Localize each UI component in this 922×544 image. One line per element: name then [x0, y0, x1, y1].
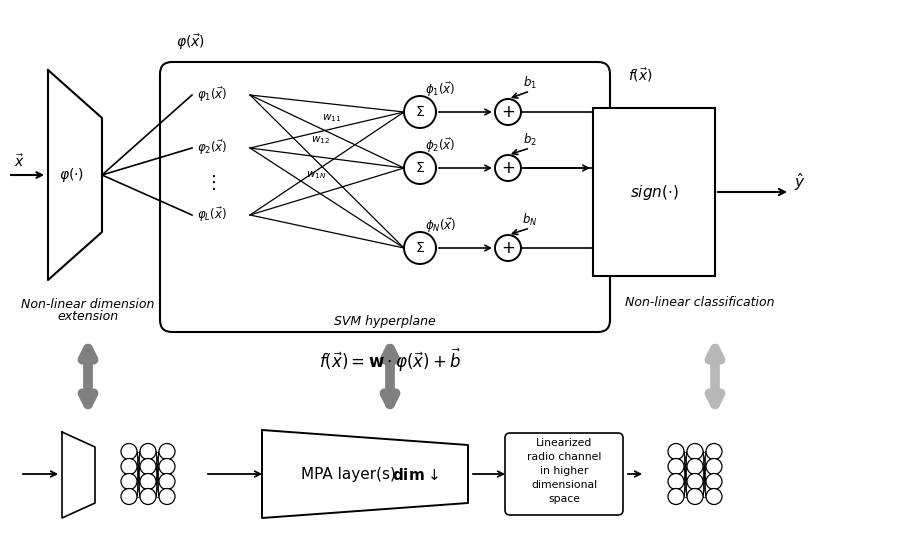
Circle shape: [140, 473, 156, 490]
Text: $\varphi(\cdot)$: $\varphi(\cdot)$: [59, 166, 85, 184]
Text: +: +: [501, 159, 515, 177]
Circle shape: [140, 489, 156, 504]
Circle shape: [159, 473, 175, 490]
Circle shape: [706, 443, 722, 460]
Bar: [593, 108, 715, 276]
Text: in higher: in higher: [539, 466, 588, 476]
Circle shape: [159, 489, 175, 504]
Circle shape: [668, 443, 684, 460]
Text: $sign(\cdot)$: $sign(\cdot)$: [630, 182, 679, 201]
Circle shape: [495, 155, 521, 181]
Text: dimensional: dimensional: [531, 480, 597, 490]
Circle shape: [140, 443, 156, 460]
Circle shape: [121, 473, 137, 490]
Text: Non-linear classification: Non-linear classification: [625, 295, 774, 308]
Text: $\phi_2(\vec{x})$: $\phi_2(\vec{x})$: [425, 137, 455, 155]
Circle shape: [404, 96, 436, 128]
Text: $f(\vec{x})$: $f(\vec{x})$: [628, 66, 653, 84]
Circle shape: [668, 459, 684, 474]
Circle shape: [121, 459, 137, 474]
Circle shape: [687, 473, 703, 490]
Text: $\varphi_L(\vec{x})$: $\varphi_L(\vec{x})$: [197, 206, 227, 224]
Text: $\Sigma$: $\Sigma$: [415, 105, 425, 119]
Circle shape: [668, 473, 684, 490]
Text: Non-linear dimension: Non-linear dimension: [21, 298, 155, 311]
Text: Linearized: Linearized: [536, 438, 592, 448]
Text: MPA layer(s): MPA layer(s): [301, 467, 396, 483]
Text: $\hat{y}$: $\hat{y}$: [794, 171, 806, 193]
FancyBboxPatch shape: [160, 62, 610, 332]
Text: $f(\vec{x}) = \mathbf{w} \cdot \varphi(\vec{x}) + \vec{b}$: $f(\vec{x}) = \mathbf{w} \cdot \varphi(\…: [319, 346, 461, 374]
Circle shape: [404, 152, 436, 184]
Text: SVM hyperplane: SVM hyperplane: [334, 316, 436, 329]
Text: $b_2$: $b_2$: [523, 132, 537, 148]
Polygon shape: [48, 70, 102, 280]
Circle shape: [159, 443, 175, 460]
Text: $w_{11}$: $w_{11}$: [323, 112, 341, 124]
Circle shape: [495, 99, 521, 125]
Text: $\varphi_2(\vec{x})$: $\varphi_2(\vec{x})$: [197, 139, 228, 157]
Text: $\varphi_1(\vec{x})$: $\varphi_1(\vec{x})$: [197, 86, 228, 104]
Text: $\mathbf{dim}{\downarrow}$: $\mathbf{dim}{\downarrow}$: [392, 467, 438, 483]
Text: $b_N$: $b_N$: [522, 212, 538, 228]
Text: $b_1$: $b_1$: [523, 75, 537, 91]
Circle shape: [404, 232, 436, 264]
Polygon shape: [62, 432, 95, 518]
Text: $w_{12}$: $w_{12}$: [311, 134, 329, 146]
Text: $\phi_1(\vec{x})$: $\phi_1(\vec{x})$: [425, 81, 455, 99]
Text: extension: extension: [57, 311, 119, 324]
Circle shape: [706, 473, 722, 490]
Circle shape: [668, 489, 684, 504]
Circle shape: [706, 459, 722, 474]
Text: $\vec{x}$: $\vec{x}$: [14, 154, 24, 170]
Circle shape: [121, 489, 137, 504]
Circle shape: [687, 489, 703, 504]
Circle shape: [706, 489, 722, 504]
Text: radio channel: radio channel: [526, 452, 601, 462]
Text: $w_{1N}$: $w_{1N}$: [306, 169, 326, 181]
Circle shape: [140, 459, 156, 474]
Circle shape: [495, 235, 521, 261]
Circle shape: [159, 459, 175, 474]
Text: $\Sigma$: $\Sigma$: [415, 161, 425, 175]
Text: $\phi_N(\vec{x})$: $\phi_N(\vec{x})$: [425, 217, 456, 235]
FancyBboxPatch shape: [505, 433, 623, 515]
Text: +: +: [501, 239, 515, 257]
Text: space: space: [548, 494, 580, 504]
Text: $\varphi(\vec{x})$: $\varphi(\vec{x})$: [175, 32, 205, 52]
Text: +: +: [501, 103, 515, 121]
Polygon shape: [262, 430, 468, 518]
Circle shape: [687, 459, 703, 474]
Text: $\Sigma$: $\Sigma$: [415, 241, 425, 255]
Text: $\vdots$: $\vdots$: [204, 174, 216, 193]
Circle shape: [121, 443, 137, 460]
Circle shape: [687, 443, 703, 460]
